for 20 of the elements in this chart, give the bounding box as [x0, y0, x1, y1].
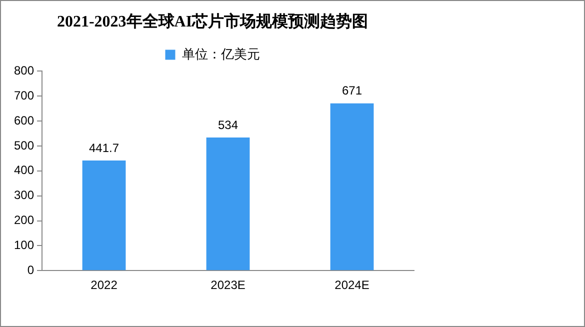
bar [330, 103, 374, 270]
x-tick-label: 2022 [90, 278, 118, 292]
x-tick-label: 2023E [210, 278, 246, 292]
data-label: 441.7 [89, 140, 120, 155]
y-tick-label: 600 [14, 113, 34, 128]
y-tick-label: 0 [27, 262, 34, 277]
data-label: 534 [218, 118, 238, 132]
y-tick-label: 300 [14, 188, 34, 202]
y-tick-label: 200 [14, 213, 34, 228]
legend-label: 单位：亿美元 [182, 46, 260, 62]
y-tick-label: 800 [14, 64, 34, 78]
bar [206, 138, 250, 270]
x-tick-label: 2024E [334, 278, 370, 292]
y-tick-label: 700 [14, 88, 34, 102]
y-tick-label: 400 [14, 163, 34, 178]
y-tick-label: 100 [14, 238, 34, 252]
data-label: 671 [342, 84, 362, 98]
bar [82, 160, 126, 270]
y-tick-label: 500 [14, 138, 34, 152]
chart-title: 2021-2023年全球AI芯片市场规模预测趋势图 [56, 12, 368, 31]
